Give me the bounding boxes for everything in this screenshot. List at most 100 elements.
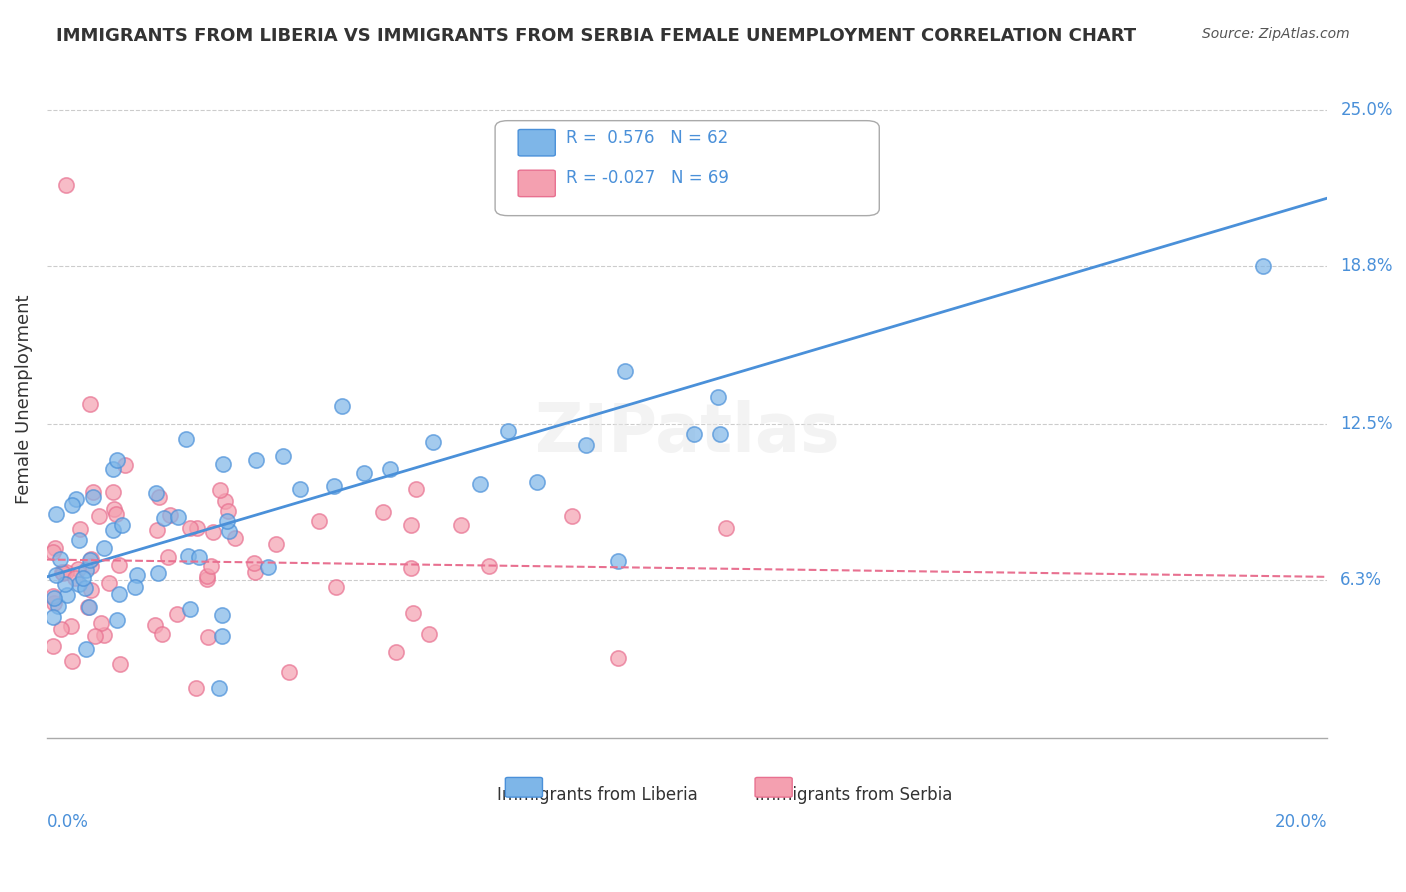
Point — [42, 639, 65, 653]
Point — [83, 629, 105, 643]
Point — [82, 485, 104, 500]
Point — [101, 461, 124, 475]
Point — [97, 576, 120, 591]
Point — [148, 490, 170, 504]
Point — [167, 510, 190, 524]
Point — [322, 479, 344, 493]
Point — [330, 399, 353, 413]
Point — [195, 572, 218, 586]
Text: Immigrants from Serbia: Immigrants from Serbia — [755, 786, 952, 804]
Point — [211, 607, 233, 622]
Point — [405, 482, 427, 496]
Point — [82, 490, 104, 504]
Point — [716, 521, 738, 535]
Point — [48, 599, 70, 614]
Text: ZIPatlas: ZIPatlas — [534, 400, 839, 466]
Point — [80, 552, 103, 566]
Text: Immigrants from Liberia: Immigrants from Liberia — [498, 786, 697, 804]
Point — [399, 561, 422, 575]
Point — [75, 563, 97, 577]
Point — [51, 566, 73, 580]
Point — [214, 494, 236, 508]
Point — [257, 560, 280, 574]
Point — [186, 521, 208, 535]
Point — [55, 588, 77, 602]
Point — [308, 514, 330, 528]
Point — [179, 601, 201, 615]
Point — [245, 565, 267, 579]
Point — [101, 485, 124, 500]
Point — [150, 627, 173, 641]
Point — [378, 462, 401, 476]
Point — [45, 508, 67, 522]
Point — [607, 651, 630, 665]
Point — [103, 523, 125, 537]
Point — [707, 390, 730, 404]
Point — [69, 576, 91, 591]
Point — [124, 580, 146, 594]
Point — [676, 0, 699, 4]
Text: 0.0%: 0.0% — [46, 814, 89, 831]
Point — [104, 507, 127, 521]
Point — [208, 681, 231, 695]
Point — [103, 502, 125, 516]
Point — [399, 517, 422, 532]
Point — [42, 610, 65, 624]
Point — [607, 553, 630, 567]
Point — [179, 521, 201, 535]
Point — [224, 531, 246, 545]
Text: R =  0.576   N = 62: R = 0.576 N = 62 — [565, 128, 728, 146]
Point — [145, 485, 167, 500]
Point — [166, 607, 188, 622]
Point — [478, 558, 501, 573]
Point — [108, 558, 131, 572]
Point — [49, 551, 72, 566]
Point — [55, 178, 77, 193]
Point — [77, 600, 100, 615]
Point — [325, 580, 347, 594]
Point — [42, 590, 65, 604]
Point — [418, 627, 440, 641]
Point — [217, 504, 239, 518]
Text: 12.5%: 12.5% — [1340, 415, 1393, 433]
Point — [105, 613, 128, 627]
Point — [93, 628, 115, 642]
Point — [245, 453, 267, 467]
Point — [89, 509, 111, 524]
Point — [156, 550, 179, 565]
FancyBboxPatch shape — [505, 778, 543, 797]
Point — [450, 518, 472, 533]
Point — [208, 483, 231, 497]
Point — [49, 622, 72, 636]
Point — [65, 491, 87, 506]
Point — [75, 581, 97, 595]
Point — [75, 641, 97, 656]
Text: 6.3%: 6.3% — [1340, 571, 1382, 589]
Point — [243, 556, 266, 570]
Point — [93, 541, 115, 556]
Point — [53, 577, 76, 591]
Point — [79, 553, 101, 567]
Point — [42, 545, 65, 559]
Point — [273, 450, 295, 464]
Point — [197, 569, 219, 583]
Text: IMMIGRANTS FROM LIBERIA VS IMMIGRANTS FROM SERBIA FEMALE UNEMPLOYMENT CORRELATIO: IMMIGRANTS FROM LIBERIA VS IMMIGRANTS FR… — [56, 27, 1136, 45]
Point — [59, 619, 82, 633]
Point — [51, 566, 73, 581]
Point — [174, 433, 197, 447]
Point — [110, 657, 132, 671]
Point — [288, 482, 311, 496]
Point — [45, 568, 67, 582]
Point — [177, 549, 200, 563]
Point — [159, 508, 181, 522]
Point — [66, 562, 89, 576]
FancyBboxPatch shape — [519, 170, 555, 196]
Point — [143, 617, 166, 632]
Point — [211, 629, 233, 643]
Point — [468, 476, 491, 491]
Point — [496, 425, 519, 439]
Point — [561, 508, 583, 523]
Point — [105, 453, 128, 467]
Point — [353, 467, 375, 481]
Point — [60, 498, 83, 512]
